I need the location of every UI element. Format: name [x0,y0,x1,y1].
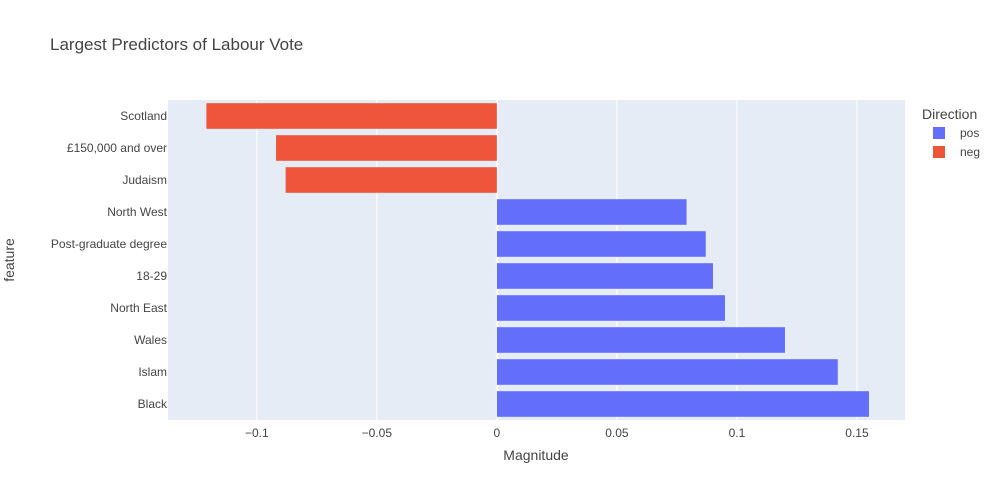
x-tick-label: −0.1 [245,426,269,440]
legend-swatch[interactable] [933,146,945,158]
y-tick-label: North East [110,301,167,315]
x-tick-label: −0.05 [362,426,393,440]
x-tick-label: 0.15 [845,426,869,440]
x-tick-label: 0.05 [605,426,629,440]
y-tick-label: Scotland [120,109,167,123]
legend-label[interactable]: neg [960,145,980,159]
bar [496,391,869,417]
bar [496,359,838,385]
legend-swatch[interactable] [933,127,945,139]
y-tick-label: Black [138,397,168,411]
legend-title: Direction [922,106,977,122]
bar [276,135,497,161]
bar [496,327,785,353]
y-axis-title: feature [1,238,17,282]
x-tick-label: 0.1 [729,426,746,440]
bars [206,103,869,417]
legend-label[interactable]: pos [960,126,979,140]
y-tick-label: Wales [134,333,167,347]
y-tick-label: North West [107,205,167,219]
bar [206,103,497,129]
x-tick-labels: −0.1 −0.05 0 0.05 0.1 0.15 [245,426,869,440]
y-tick-labels: Scotland £150,000 and over Judaism North We… [51,109,168,411]
x-axis-title: Magnitude [503,447,569,463]
bar [496,199,687,225]
x-tick-label: 0 [494,426,501,440]
bar [496,263,713,289]
bar [496,295,725,321]
y-tick-label: Islam [138,365,167,379]
chart-title: Largest Predictors of Labour Vote [50,35,303,54]
legend: Direction pos neg [922,106,980,159]
y-tick-label: £150,000 and over [67,141,167,155]
bar [496,231,706,257]
y-tick-label: Post-graduate degree [51,237,167,251]
y-tick-label: 18-29 [136,269,167,283]
y-tick-label: Judaism [122,173,167,187]
bar [285,167,497,193]
